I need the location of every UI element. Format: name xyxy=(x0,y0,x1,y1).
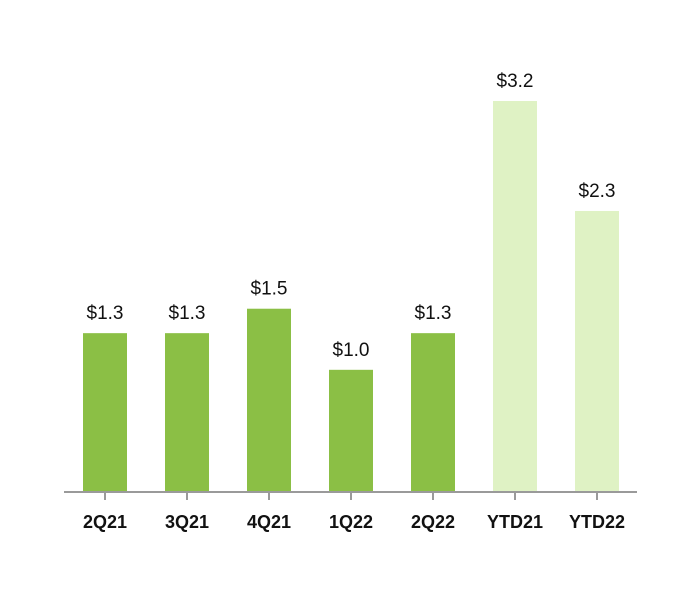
value-label-ytd22: $2.3 xyxy=(579,181,616,202)
value-label-2q21: $1.3 xyxy=(87,303,124,324)
bar-ytd22 xyxy=(575,210,619,492)
bar-ytd21 xyxy=(493,101,537,492)
x-tick-label-3q21: 3Q21 xyxy=(165,512,209,532)
value-labels-group: $1.3 $1.3 $1.5 $1.0 $1.3 $3.2 $2.3 xyxy=(87,71,616,361)
bars-group xyxy=(83,101,619,492)
value-label-2q22: $1.3 xyxy=(415,303,452,324)
bar-2q22 xyxy=(411,333,455,492)
bar-3q21 xyxy=(165,333,209,492)
x-tick-label-ytd22: YTD22 xyxy=(569,512,625,532)
x-tick-label-4q21: 4Q21 xyxy=(247,512,291,532)
bar-2q21 xyxy=(83,333,127,492)
value-label-1q22: $1.0 xyxy=(333,340,370,361)
x-axis-ticks-group xyxy=(104,492,598,500)
value-label-ytd21: $3.2 xyxy=(497,71,534,92)
value-label-4q21: $1.5 xyxy=(251,279,288,300)
x-tick-label-2q21: 2Q21 xyxy=(83,512,127,532)
x-tick-label-2q22: 2Q22 xyxy=(411,512,455,532)
bar-1q22 xyxy=(329,369,373,492)
bar-4q21 xyxy=(247,308,291,492)
x-tick-label-1q22: 1Q22 xyxy=(329,512,373,532)
value-label-3q21: $1.3 xyxy=(169,303,206,324)
x-tick-label-ytd21: YTD21 xyxy=(487,512,543,532)
x-axis-labels-group: 2Q21 3Q21 4Q21 1Q22 2Q22 YTD21 YTD22 xyxy=(83,512,625,532)
